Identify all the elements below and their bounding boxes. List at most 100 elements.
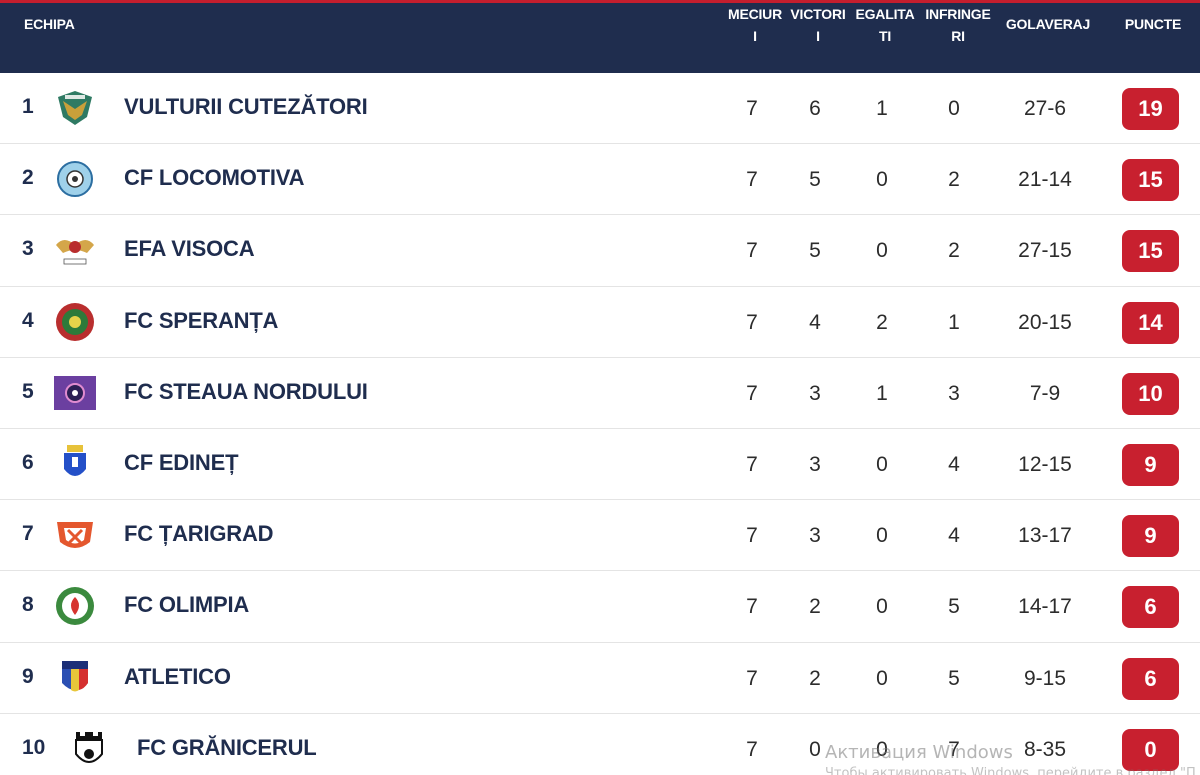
wins: 5 [809,168,821,192]
team-name[interactable]: FC ȚARIGRAD [124,521,274,547]
header-team: ECHIPA [24,16,75,32]
goal-difference: 12-15 [1018,452,1072,476]
header-infrangeri-line2: RI [951,28,965,44]
header-infrangeri-line1: INFRINGE [925,6,991,22]
table-row[interactable]: 9 ATLETICO 7 2 0 5 9-15 6 [0,643,1200,714]
position-number: 8 [22,593,34,617]
header-egalitati-line2: TI [878,28,892,44]
header-egalitati: EGALITA TI [852,3,918,73]
table-row[interactable]: 5 FC STEAUA NORDULUI 7 3 1 3 7-9 10 [0,358,1200,429]
table-row[interactable]: 3 EFA VISOCA 7 5 0 2 27-15 15 [0,215,1200,287]
losses: 1 [948,310,960,334]
losses: 5 [948,666,960,690]
position-number: 6 [22,450,34,474]
table-row[interactable]: 10 FC GRĂNICERUL 7 0 0 7 8-35 0 [0,714,1200,775]
goal-difference: 21-14 [1018,168,1072,192]
green-red-round-crest-icon [54,301,96,343]
team-name[interactable]: FC OLIMPIA [124,592,250,618]
points-badge: 10 [1122,372,1179,415]
goal-difference: 20-15 [1018,310,1072,334]
tower-shield-crest-icon [68,728,110,770]
points-badge: 15 [1122,159,1179,202]
windows-activation-hint: Чтобы активировать Windows, перейдите в … [825,766,1196,775]
points-badge: 9 [1122,443,1179,486]
wins: 3 [809,381,821,405]
draws: 1 [876,381,888,405]
table-row[interactable]: 1 VULTURII CUTEZĂTORI 7 6 1 0 27-6 19 [0,73,1200,145]
table-header: ECHIPA MECIUR I VICTORI I EGALITA TI INF… [0,3,1200,73]
team-name[interactable]: EFA VISOCA [124,236,255,262]
draws: 0 [876,737,888,761]
matches-played: 7 [746,666,758,690]
team-name[interactable]: FC STEAUA NORDULUI [124,378,368,404]
wins: 2 [809,666,821,690]
blue-shield-crest-icon [54,443,96,485]
points-badge: 9 [1122,515,1179,558]
team-name[interactable]: FC GRĂNICERUL [137,734,317,760]
header-infrangeri: INFRINGE RI [922,3,994,73]
header-golaveraj: GOLAVERAJ [1005,16,1091,32]
header-egalitati-line1: EGALITA [855,6,915,22]
draws: 0 [876,452,888,476]
table-row[interactable]: 8 FC OLIMPIA 7 2 0 5 14-17 6 [0,571,1200,643]
draws: 2 [876,310,888,334]
goal-difference: 27-15 [1018,239,1072,263]
team-name[interactable]: FC SPERANȚA [124,307,279,333]
losses: 3 [948,381,960,405]
standings-table-body: 1 VULTURII CUTEZĂTORI 7 6 1 0 27-6 19 2 CF LOCOMO… [0,73,1200,775]
tricolor-shield-crest-icon [54,657,96,699]
table-row[interactable]: 6 CF EDINEȚ 7 3 0 4 12-15 9 [0,429,1200,501]
position-number: 9 [22,664,34,688]
draws: 0 [876,524,888,548]
team-name[interactable]: CF LOCOMOTIVA [124,165,305,191]
matches-played: 7 [746,310,758,334]
goal-difference: 8-35 [1023,737,1067,761]
points-badge: 19 [1122,88,1179,130]
draws: 0 [876,168,888,192]
matches-played: 7 [746,97,758,120]
round-ball-crest-icon [54,158,96,200]
points-badge: 15 [1122,230,1179,273]
points-badge: 6 [1122,657,1179,700]
draws: 0 [876,666,888,690]
winged-crest-icon [54,229,96,271]
matches-played: 7 [746,239,758,263]
team-name[interactable]: ATLETICO [124,663,231,689]
position-number: 10 [22,735,46,759]
table-row[interactable]: 7 FC ȚARIGRAD 7 3 0 4 13-17 9 [0,500,1200,572]
table-row[interactable]: 4 FC SPERANȚA 7 4 2 1 20-15 14 [0,287,1200,358]
table-row[interactable]: 2 CF LOCOMOTIVA 7 5 0 2 21-14 15 [0,144,1200,216]
purple-star-badge-icon [54,372,96,414]
team-name[interactable]: CF EDINEȚ [124,449,239,475]
header-puncte: PUNCTE [1124,16,1182,32]
losses: 4 [948,524,960,548]
goal-difference: 9-15 [1023,666,1067,690]
wins: 4 [809,310,821,334]
points-badge: 14 [1122,301,1179,344]
draws: 1 [876,97,888,120]
goal-difference: 13-17 [1018,524,1072,548]
orange-shield-crest-icon [54,514,96,556]
wins: 2 [809,595,821,619]
wins: 3 [809,524,821,548]
position-number: 3 [22,237,34,261]
header-meciuri-line1: MECIUR [727,6,783,22]
losses: 4 [948,452,960,476]
draws: 0 [876,239,888,263]
team-name[interactable]: VULTURII CUTEZĂTORI [124,94,368,119]
header-meciuri-line2: I [753,28,757,44]
top-accent-line [0,0,1200,3]
position-number: 1 [22,95,34,118]
goal-difference: 27-6 [1023,97,1067,120]
losses: 2 [948,168,960,192]
wins: 0 [809,737,821,761]
header-victorii: VICTORI I [788,3,848,73]
matches-played: 7 [746,737,758,761]
header-meciuri: MECIUR I [726,3,784,73]
matches-played: 7 [746,168,758,192]
position-number: 4 [22,308,34,332]
position-number: 5 [22,379,34,403]
losses: 2 [948,239,960,263]
position-number: 2 [22,166,34,190]
draws: 0 [876,595,888,619]
